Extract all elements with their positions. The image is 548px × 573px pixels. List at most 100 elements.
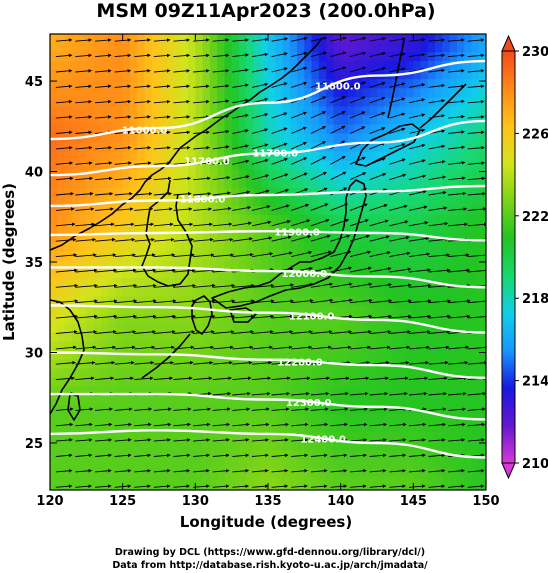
wind-arrow bbox=[212, 438, 230, 442]
temperature-cell bbox=[268, 34, 276, 44]
wind-arrow bbox=[271, 173, 289, 181]
temperature-cell bbox=[195, 196, 204, 207]
temperature-cell bbox=[217, 414, 225, 424]
wind-arrow bbox=[310, 422, 329, 427]
temperature-cell bbox=[188, 187, 196, 198]
wind-arrow bbox=[55, 207, 75, 211]
wind-arrow bbox=[95, 99, 112, 104]
temperature-cell bbox=[275, 233, 284, 243]
wind-arrow bbox=[75, 283, 98, 288]
temperature-cell bbox=[384, 305, 393, 316]
temperature-cell bbox=[275, 350, 284, 361]
temperature-cell bbox=[326, 305, 334, 316]
temperature-cell bbox=[93, 341, 102, 352]
credit-drawing: Drawing by DCL (https://www.gfd-dennou.o… bbox=[115, 547, 425, 558]
temperature-cell bbox=[71, 341, 80, 352]
temperature-cell bbox=[442, 88, 451, 98]
temperature-cell bbox=[79, 395, 87, 406]
wind-arrow bbox=[153, 438, 171, 442]
temperature-cell bbox=[260, 305, 269, 316]
wind-arrow bbox=[232, 468, 250, 473]
temperature-cell bbox=[209, 450, 218, 460]
wind-arrow bbox=[153, 422, 172, 427]
temperature-cell bbox=[333, 341, 342, 352]
temperature-cell bbox=[311, 233, 320, 243]
wind-arrow bbox=[350, 345, 371, 350]
temperature-cell bbox=[57, 61, 66, 71]
temperature-cell bbox=[180, 477, 189, 487]
temperature-cell bbox=[86, 468, 95, 478]
temperature-cell bbox=[253, 414, 262, 424]
temperature-cell bbox=[195, 79, 204, 89]
temperature-cell bbox=[238, 441, 247, 451]
temperature-cell bbox=[347, 477, 356, 487]
temperature-cell bbox=[384, 287, 393, 297]
wind-arrow bbox=[389, 422, 407, 427]
temperature-cell bbox=[449, 368, 458, 379]
temperature-cell bbox=[79, 34, 87, 44]
temperature-cell bbox=[347, 332, 356, 343]
temperature-cell bbox=[260, 350, 269, 361]
temperature-cell bbox=[369, 468, 378, 478]
temperature-cell bbox=[304, 160, 313, 171]
temperature-cell bbox=[57, 79, 66, 89]
temperature-cell bbox=[180, 260, 189, 270]
temperature-cell bbox=[173, 296, 182, 307]
temperature-cell bbox=[100, 414, 109, 424]
wind-arrow bbox=[114, 115, 132, 119]
temperature-cell bbox=[71, 305, 80, 316]
temperature-cell bbox=[217, 450, 225, 460]
temperature-cell bbox=[289, 414, 298, 424]
temperature-cell bbox=[427, 196, 436, 207]
colorbar-tick-label: 222 bbox=[522, 210, 548, 225]
temperature-cell bbox=[50, 359, 58, 370]
temperature-cell bbox=[137, 269, 146, 279]
temperature-cell bbox=[151, 477, 160, 487]
temperature-cell bbox=[268, 459, 276, 469]
temperature-cell bbox=[115, 414, 124, 424]
temperature-cell bbox=[86, 287, 95, 297]
wind-arrow bbox=[408, 453, 426, 458]
temperature-cell bbox=[144, 314, 153, 325]
temperature-cell bbox=[50, 70, 58, 80]
temperature-cell bbox=[326, 296, 334, 307]
temperature-cell bbox=[64, 414, 73, 424]
temperature-cell bbox=[377, 242, 385, 252]
wind-arrow bbox=[428, 144, 446, 150]
temperature-cell bbox=[427, 477, 436, 487]
temperature-cell bbox=[406, 377, 414, 388]
temperature-cell bbox=[246, 432, 255, 442]
wind-arrow bbox=[114, 268, 137, 273]
temperature-cell bbox=[224, 79, 233, 89]
temperature-cell bbox=[326, 196, 334, 207]
temperature-cell bbox=[318, 386, 327, 397]
temperature-cell bbox=[340, 477, 349, 487]
temperature-cell bbox=[217, 432, 225, 442]
wind-arrow bbox=[349, 66, 367, 73]
temperature-cell bbox=[129, 314, 138, 325]
temperature-cell bbox=[253, 287, 262, 297]
colorbar-tick-label: 226 bbox=[522, 127, 548, 142]
temperature-cell bbox=[217, 224, 225, 234]
temperature-cell bbox=[129, 278, 138, 288]
temperature-cell bbox=[231, 160, 240, 171]
temperature-cell bbox=[464, 395, 473, 406]
temperature-cell bbox=[391, 296, 400, 307]
temperature-cell bbox=[268, 441, 276, 451]
temperature-cell bbox=[355, 395, 364, 406]
temperature-cell bbox=[195, 70, 204, 80]
temperature-cell bbox=[471, 395, 480, 406]
temperature-cell bbox=[355, 115, 364, 126]
temperature-cell bbox=[238, 115, 247, 126]
temperature-cell bbox=[318, 350, 327, 361]
temperature-cell bbox=[478, 441, 486, 451]
temperature-cell bbox=[195, 233, 204, 243]
temperature-cell bbox=[246, 269, 255, 279]
temperature-cell bbox=[108, 477, 116, 487]
temperature-cell bbox=[253, 124, 262, 135]
temperature-cell bbox=[347, 151, 356, 162]
wind-arrow bbox=[389, 360, 410, 365]
temperature-cell bbox=[369, 214, 378, 225]
temperature-cell bbox=[122, 296, 131, 307]
